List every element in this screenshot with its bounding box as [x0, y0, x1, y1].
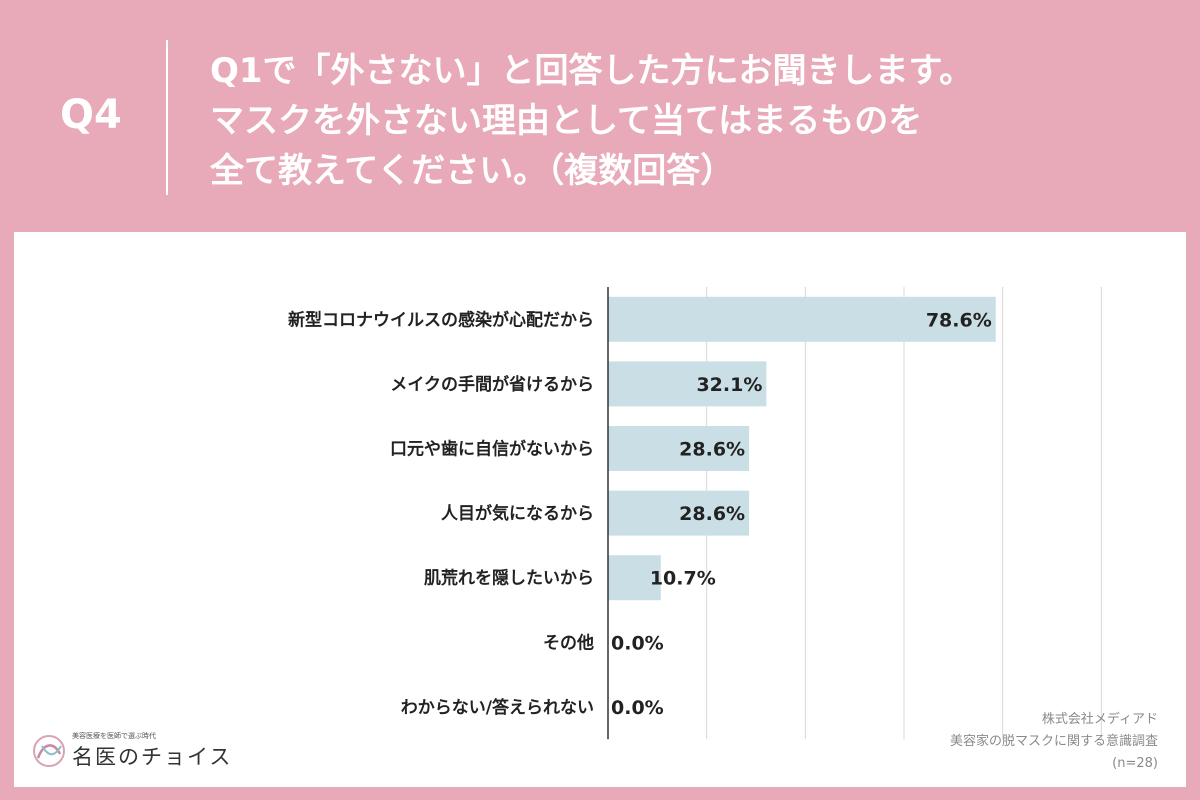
category-label: その他 [543, 632, 594, 653]
category-label: 人目が気になるから [441, 503, 594, 524]
bar [608, 555, 661, 601]
value-label: 0.0% [611, 697, 664, 719]
value-label: 28.6% [679, 439, 745, 461]
category-label: わからない/答えられない [401, 697, 594, 718]
category-label: 新型コロナウイルスの感染が心配だから [288, 309, 594, 330]
question-text: Q1で「外さない」と回答した方にお聞きします。 マスクを外さない理由として当ては… [210, 46, 1170, 196]
bar [608, 490, 750, 536]
value-label: 28.6% [679, 503, 745, 525]
logo-tagline: 美容医療を医師で選ぶ時代 [72, 732, 156, 740]
category-label: 口元や歯に自信がないから [390, 439, 594, 460]
question-line-3: 全て教えてください。（複数回答） [210, 151, 735, 191]
source-company: 株式会社メディアド [1041, 712, 1158, 727]
value-label: 0.0% [611, 632, 664, 654]
bar [608, 426, 750, 471]
value-label: 78.6% [926, 309, 992, 331]
bar-chart: 新型コロナウイルスの感染が心配だから 78.6% メイクの手間が省けるから 32.1%… [288, 287, 1102, 740]
question-header: Q4 Q1で「外さない」と回答した方にお聞きします。 マスクを外さない理由として… [0, 0, 1200, 232]
header-divider [166, 40, 168, 195]
logo-name: 名医のチョイス [72, 745, 233, 769]
bar [608, 361, 767, 407]
bar [608, 296, 996, 342]
chart-panel: 新型コロナウイルスの感染が心配だから 78.6% メイクの手間が省けるから 32.1%… [14, 232, 1186, 787]
question-number: Q4 [60, 92, 122, 138]
source-note: 株式会社メディアド 美容家の脱マスクに関する意識調査 (n=28) [950, 709, 1158, 775]
brand-logo: 美容医療を医師で選ぶ時代 名医のチョイス [30, 727, 232, 775]
sample-size: (n=28) [1112, 756, 1158, 771]
logo-mark-icon [30, 732, 68, 770]
category-label: メイクの手間が省けるから [390, 374, 594, 395]
question-line-1: Q1で「外さない」と回答した方にお聞きします。 [210, 51, 974, 91]
question-line-2: マスクを外さない理由として当てはまるものを [210, 101, 923, 141]
value-label: 32.1% [696, 374, 762, 396]
category-label: 肌荒れを隠したいから [424, 568, 594, 589]
value-label: 10.7% [650, 568, 716, 590]
source-survey: 美容家の脱マスクに関する意識調査 [949, 734, 1158, 749]
